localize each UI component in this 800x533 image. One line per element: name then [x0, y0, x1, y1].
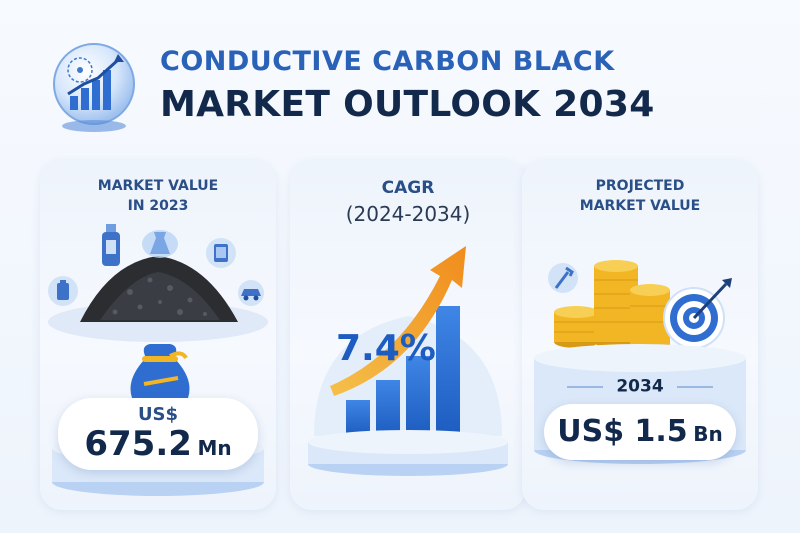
- title-line-1: CONDUCTIVE CARBON BLACK: [160, 46, 615, 77]
- projected-label-2: MARKET VALUE: [579, 198, 701, 214]
- projected-unit: Bn: [693, 422, 723, 446]
- battery-icon: [48, 276, 78, 306]
- flask-icon: [142, 230, 178, 258]
- tablet-icon: [206, 238, 236, 268]
- bottle-icon: [102, 224, 120, 266]
- projected-label-1: PROJECTED: [595, 178, 685, 194]
- projected-value-card: US$ 1.5 Bn: [544, 404, 736, 460]
- header: CONDUCTIVE CARBON BLACK MARKET OUTLOOK 2…: [0, 0, 800, 150]
- projected-panel: PROJECTED MARKET VALUE: [522, 160, 758, 510]
- market-value-unit: Mn: [197, 436, 232, 460]
- cagr-label: CAGR: [381, 178, 435, 198]
- chart-globe-icon: [48, 40, 148, 140]
- cagr-panel: CAGR (2024-2034) 7.4%: [290, 160, 526, 510]
- carbon-pile-illustration: [48, 256, 268, 342]
- target-icon: [663, 278, 732, 349]
- wrench-icon: [548, 263, 578, 293]
- market-value-panel: MARKET VALUE IN 2023: [40, 160, 276, 510]
- cagr-period-label: (2024-2034): [345, 202, 471, 226]
- projected-amount: US$ 1.5: [557, 414, 688, 449]
- title-line-2: MARKET OUTLOOK 2034: [160, 84, 655, 125]
- market-value-label-1: MARKET VALUE: [97, 178, 219, 194]
- market-value-amount: 675.2: [84, 424, 192, 464]
- market-value-label-2: IN 2023: [127, 198, 189, 214]
- market-value-currency: US$: [137, 404, 179, 425]
- projected-year: 2034: [616, 376, 664, 397]
- cagr-value: 7.4%: [336, 328, 436, 369]
- bar-chart-arrow-icon: [314, 246, 502, 436]
- podium-base: [308, 430, 508, 476]
- car-icon: [238, 280, 264, 306]
- coin-stack-icon: [554, 260, 670, 350]
- market-value-card: US$ 675.2 Mn: [58, 398, 258, 470]
- projected-year-row: 2034: [522, 376, 758, 397]
- money-bag-icon: [130, 344, 190, 408]
